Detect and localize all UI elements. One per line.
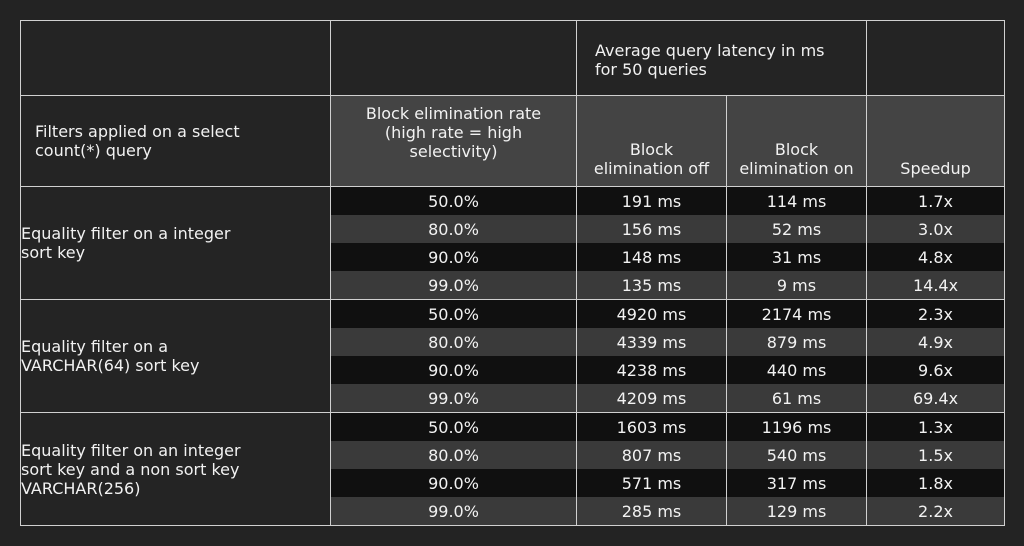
rate-cell: 80.0%: [330, 441, 577, 469]
elimination-on-cell: 317 ms: [725, 469, 868, 497]
speedup-cell: 14.4x: [866, 271, 1006, 300]
table-row: 90.0% 571 ms 317 ms 1.8x: [21, 469, 1006, 497]
speedup-cell: 1.8x: [866, 469, 1006, 497]
elimination-on-cell: 2174 ms: [725, 299, 868, 328]
elimination-on-column-header: Block elimination on: [725, 95, 868, 187]
speedup-cell: 2.2x: [866, 497, 1006, 526]
elimination-off-cell: 135 ms: [576, 271, 727, 300]
speedup-column-header: Speedup: [866, 95, 1006, 187]
speedup-cell: 69.4x: [866, 384, 1006, 413]
speedup-cell: 1.3x: [866, 412, 1006, 441]
elimination-off-cell: 156 ms: [576, 215, 727, 243]
table-row: Equality filter on an integer sort key a…: [20, 412, 1006, 526]
elimination-on-cell: 540 ms: [725, 441, 868, 469]
latency-group-header: Average query latency in ms for 50 queri…: [575, 20, 868, 96]
table-body: Average query latency in ms for 50 queri…: [20, 20, 1006, 526]
empty-header-cell: [20, 20, 331, 96]
elimination-off-cell: 191 ms: [576, 186, 727, 215]
filter-label-cell: Equality filter on a integer sort key: [20, 186, 331, 300]
rate-cell: 99.0%: [330, 384, 577, 413]
table-row: Equality filter on a VARCHAR(64) sort ke…: [20, 299, 1006, 413]
rate-cell: 80.0%: [330, 328, 577, 356]
rate-cell: 50.0%: [330, 412, 577, 441]
elimination-off-cell: 807 ms: [576, 441, 727, 469]
table-column-header-row: Filters applied on a select count(*) que…: [20, 95, 1006, 187]
empty-header-cell: [330, 20, 577, 96]
table-row: 90.0% 148 ms 31 ms 4.8x: [21, 243, 1006, 271]
elimination-on-cell: 440 ms: [725, 356, 868, 384]
rate-cell: 50.0%: [330, 299, 577, 328]
rate-cell: 90.0%: [330, 243, 577, 271]
table-row: Equality filter on a integer sort key 50.…: [20, 186, 1006, 300]
elimination-on-cell: 129 ms: [725, 497, 868, 526]
table-row: 99.0% 285 ms 129 ms 2.2x: [21, 497, 1006, 526]
rate-cell: 80.0%: [330, 215, 577, 243]
speedup-cell: 4.9x: [866, 328, 1006, 356]
empty-header-cell: [866, 20, 1006, 96]
elimination-off-cell: 285 ms: [576, 497, 727, 526]
speedup-cell: 1.5x: [866, 441, 1006, 469]
table-row: 90.0% 4238 ms 440 ms 9.6x: [21, 356, 1006, 384]
table-row: 80.0% 4339 ms 879 ms 4.9x: [21, 328, 1006, 356]
elimination-off-cell: 4238 ms: [576, 356, 727, 384]
filters-column-header: Filters applied on a select count(*) que…: [20, 95, 331, 187]
rate-cell: 90.0%: [330, 356, 577, 384]
rate-cell: 90.0%: [330, 469, 577, 497]
filter-label-cell: Equality filter on a VARCHAR(64) sort ke…: [20, 299, 331, 413]
elimination-on-cell: 879 ms: [725, 328, 868, 356]
latency-table: Average query latency in ms for 50 queri…: [20, 20, 1006, 526]
rate-column-header: Block elimination rate (high rate = high…: [330, 95, 577, 187]
elimination-off-column-header: Block elimination off: [576, 95, 727, 187]
rate-cell: 50.0%: [330, 186, 577, 215]
elimination-on-cell: 114 ms: [725, 186, 868, 215]
elimination-off-cell: 148 ms: [576, 243, 727, 271]
speedup-cell: 3.0x: [866, 215, 1006, 243]
elimination-on-cell: 1196 ms: [725, 412, 868, 441]
elimination-off-cell: 1603 ms: [576, 412, 727, 441]
filter-label-cell: Equality filter on an integer sort key a…: [20, 412, 331, 526]
table-row: 80.0% 156 ms 52 ms 3.0x: [21, 215, 1006, 243]
elimination-on-cell: 9 ms: [725, 271, 868, 300]
table-top-header-row: Average query latency in ms for 50 queri…: [20, 20, 1006, 96]
speedup-cell: 1.7x: [866, 186, 1006, 215]
rate-cell: 99.0%: [330, 271, 577, 300]
speedup-cell: 9.6x: [866, 356, 1006, 384]
elimination-on-cell: 52 ms: [725, 215, 868, 243]
elimination-on-cell: 31 ms: [725, 243, 868, 271]
elimination-off-cell: 4920 ms: [576, 299, 727, 328]
elimination-off-cell: 4339 ms: [576, 328, 727, 356]
speedup-cell: 4.8x: [866, 243, 1006, 271]
speedup-cell: 2.3x: [866, 299, 1006, 328]
rate-cell: 99.0%: [330, 497, 577, 526]
elimination-on-cell: 61 ms: [725, 384, 868, 413]
elimination-off-cell: 571 ms: [576, 469, 727, 497]
table-row: 80.0% 807 ms 540 ms 1.5x: [21, 441, 1006, 469]
elimination-off-cell: 4209 ms: [576, 384, 727, 413]
